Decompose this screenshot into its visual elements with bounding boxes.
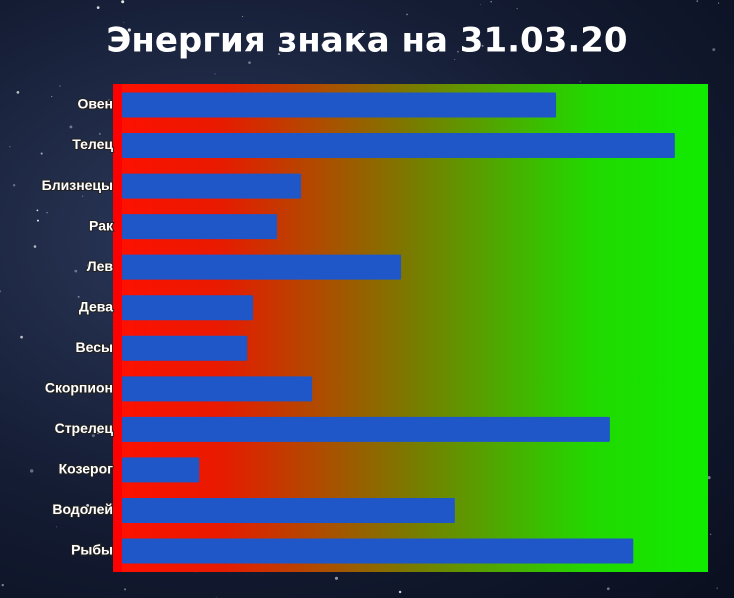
star [86, 264, 91, 268]
star [124, 588, 127, 591]
star [74, 269, 78, 273]
bar [122, 214, 278, 240]
bar [122, 416, 610, 442]
star [123, 21, 125, 23]
y-tick-label: Весы [76, 339, 113, 355]
star [248, 61, 251, 64]
y-tick-label: Рыбы [71, 542, 113, 558]
star [77, 295, 80, 298]
star [0, 290, 2, 293]
y-tick-label: Водолей [52, 501, 113, 517]
bar [122, 335, 248, 361]
star [30, 469, 34, 473]
star [97, 431, 100, 435]
star [51, 96, 53, 98]
star [9, 146, 11, 148]
star [127, 28, 131, 32]
bar [122, 538, 634, 564]
star [214, 73, 216, 75]
star [86, 503, 90, 507]
bar [122, 92, 557, 118]
star [215, 596, 217, 598]
y-tick-label: Скорпион [45, 380, 113, 396]
star [718, 2, 720, 4]
star [398, 590, 402, 594]
star [479, 4, 481, 6]
star [98, 132, 101, 135]
bar [122, 376, 313, 402]
star [87, 184, 89, 187]
star [1, 583, 4, 587]
star [16, 91, 20, 94]
star [406, 13, 408, 16]
star [516, 8, 518, 10]
star [454, 58, 456, 60]
star [321, 43, 325, 47]
bar [122, 295, 254, 321]
bar [122, 133, 675, 159]
plot-edge [113, 84, 122, 572]
star [361, 30, 364, 32]
star [277, 53, 281, 56]
y-tick-label: Козерог [59, 461, 114, 477]
y-tick-label: Дева [79, 298, 113, 314]
y-tick-label: Лев [87, 258, 114, 274]
star [579, 81, 581, 83]
star [56, 526, 58, 528]
star [90, 472, 94, 476]
star [481, 44, 484, 47]
y-tick-label: Рак [89, 217, 114, 233]
star [709, 533, 712, 535]
star [334, 576, 339, 580]
star [457, 50, 459, 53]
y-tick-label: Телец [72, 136, 113, 152]
star [242, 15, 244, 17]
star [712, 48, 716, 52]
y-tick-label: Овен [77, 96, 113, 112]
star [69, 125, 73, 129]
star [91, 434, 95, 438]
star [36, 209, 39, 212]
star [46, 211, 48, 214]
bar [122, 254, 402, 280]
star [121, 0, 125, 4]
star [96, 6, 100, 9]
star [20, 335, 23, 339]
bar [122, 497, 455, 523]
star [82, 195, 84, 197]
y-tick-label: Стрелец [55, 420, 114, 436]
star [696, 0, 699, 2]
chart-title: Энергия знака на 31.03.20 [106, 21, 627, 61]
bar [122, 173, 302, 199]
y-tick-label: Близнецы [42, 177, 113, 193]
star [12, 184, 16, 187]
star [59, 85, 61, 87]
star [707, 476, 711, 480]
plot-area [113, 84, 708, 572]
star [108, 99, 110, 101]
star [36, 219, 39, 222]
star [40, 152, 43, 155]
star [33, 245, 37, 248]
star [716, 587, 718, 589]
star [606, 587, 610, 591]
bar [122, 457, 200, 483]
star [490, 1, 492, 3]
